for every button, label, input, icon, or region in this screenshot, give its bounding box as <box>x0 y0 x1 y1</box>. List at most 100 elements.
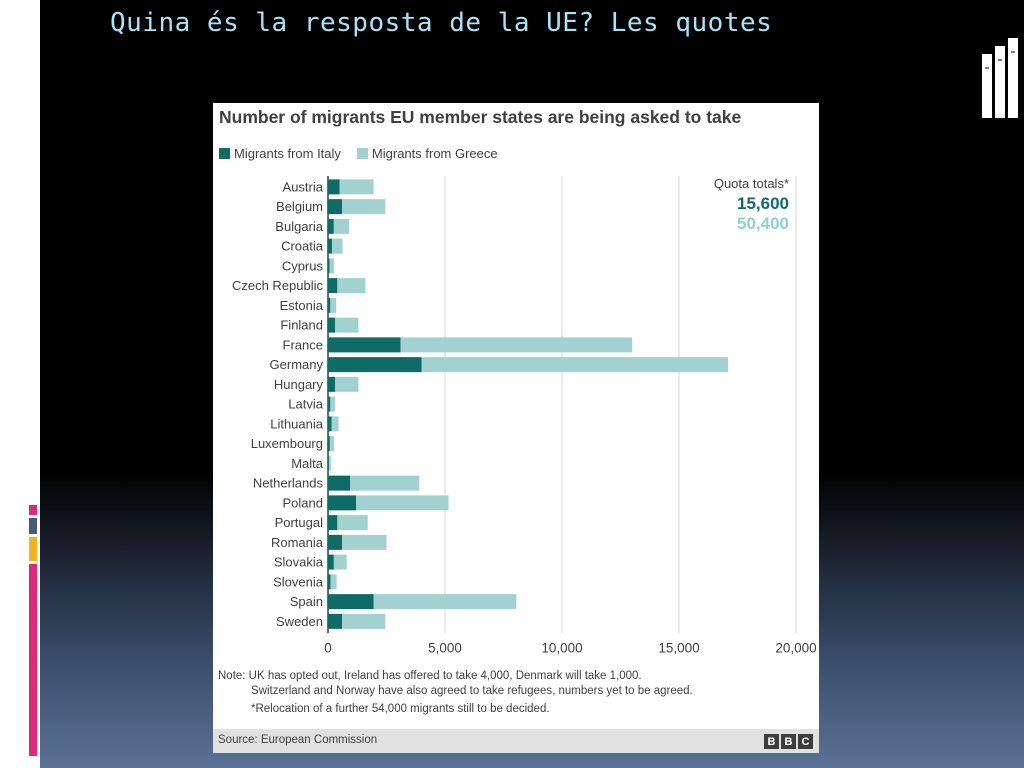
bar-greece <box>330 396 336 412</box>
category-label: Belgium <box>276 199 323 214</box>
category-label: Malta <box>291 456 324 471</box>
bar-italy <box>328 515 338 531</box>
bar-greece <box>337 278 366 294</box>
bar-italy <box>328 594 374 610</box>
quota-totals: Quota totals* 15,600 50,400 <box>714 176 789 234</box>
quota-greece-total: 50,400 <box>737 214 789 233</box>
bar-greece <box>342 534 387 550</box>
bar-greece <box>328 455 331 471</box>
category-label: Czech Republic <box>232 278 324 293</box>
logo-letter: C <box>798 734 813 749</box>
bar-greece <box>400 337 633 353</box>
bar-greece <box>373 594 517 610</box>
bar-greece <box>421 357 729 373</box>
bar-greece <box>342 613 386 629</box>
legend-label-greece: Migrants from Greece <box>371 146 498 161</box>
x-tick-label: 5,000 <box>428 640 462 655</box>
bar-italy <box>328 199 343 215</box>
category-label: Luxembourg <box>251 436 323 451</box>
category-label: Latvia <box>288 397 323 412</box>
bar-greece <box>350 475 420 491</box>
category-label: Slovakia <box>274 555 324 570</box>
chart-title: Number of migrants EU member states are … <box>219 107 742 127</box>
bar-italy <box>328 436 330 452</box>
bar-italy <box>328 475 351 491</box>
category-label: Lithuania <box>270 416 324 431</box>
quota-label: Quota totals* <box>713 176 789 191</box>
bar-greece <box>339 179 374 195</box>
bar-italy <box>328 297 331 313</box>
bar-italy <box>328 534 343 550</box>
bar-italy <box>328 179 340 195</box>
logo-letter: B <box>781 734 796 749</box>
bar-greece <box>330 297 337 313</box>
bar-italy <box>328 455 329 471</box>
bar-greece <box>329 436 335 452</box>
bar-greece <box>330 574 337 590</box>
slide-title: Quina és la resposta de la UE? Les quote… <box>110 8 773 38</box>
accent-bar-slate <box>29 518 37 534</box>
category-label: Bulgaria <box>275 219 323 234</box>
bar-italy <box>328 495 357 511</box>
x-tick-label: 10,000 <box>541 640 582 655</box>
bar-greece <box>337 515 368 531</box>
legend-swatch-italy <box>219 148 230 159</box>
category-label: Finland <box>280 318 323 333</box>
accent-bar-pink-long <box>29 564 37 756</box>
category-label: Austria <box>283 179 324 194</box>
category-label: Netherlands <box>253 476 324 491</box>
bar-italy <box>328 416 332 432</box>
bar-italy <box>328 357 422 373</box>
bar-greece <box>331 416 339 432</box>
bbc-logo: B B C <box>764 734 813 749</box>
bar-italy <box>328 613 343 629</box>
note-line-1: Note: UK has opted out, Ireland has offe… <box>218 670 642 682</box>
accent-bar-pink <box>29 505 37 515</box>
category-label: Cyprus <box>282 258 324 273</box>
bar-greece <box>329 258 334 274</box>
bar-greece <box>335 317 359 333</box>
category-label: Slovenia <box>273 574 324 589</box>
category-label: Sweden <box>276 614 323 629</box>
logo-letter: B <box>764 734 779 749</box>
bar-italy <box>328 376 336 392</box>
x-tick-label: 20,000 <box>775 640 816 655</box>
bar-greece <box>331 238 343 254</box>
chart-legend: Migrants from Italy Migrants from Greece <box>219 146 498 161</box>
bar-greece <box>342 199 386 215</box>
note-line-3: *Relocation of a further 54,000 migrants… <box>251 703 550 715</box>
bar-italy <box>328 218 334 234</box>
category-label: Portugal <box>275 515 324 530</box>
bar-italy <box>328 258 330 274</box>
category-label: Poland <box>283 495 323 510</box>
bar-greece <box>333 218 350 234</box>
legend-item-greece: Migrants from Greece <box>356 146 498 161</box>
bar-italy <box>328 554 334 570</box>
chart-footer: Source: European Commission B B C <box>213 729 819 753</box>
bar-greece <box>335 376 359 392</box>
source-credit: Source: European Commission <box>218 734 378 746</box>
x-tick-label: 0 <box>324 640 332 655</box>
bar-italy <box>328 317 336 333</box>
category-label: Germany <box>270 357 324 372</box>
bar-italy <box>328 396 331 412</box>
bar-italy <box>328 337 401 353</box>
category-label: Hungary <box>274 377 324 392</box>
category-label: Romania <box>271 535 324 550</box>
bar-greece <box>333 554 347 570</box>
quota-italy-total: 15,600 <box>737 194 789 213</box>
legend-item-italy: Migrants from Italy <box>219 146 341 161</box>
legend-swatch-greece <box>356 148 368 159</box>
category-label: Estonia <box>280 298 324 313</box>
category-label: France <box>283 337 323 352</box>
chart-panel: Number of migrants EU member states are … <box>213 103 819 753</box>
note-line-2: Switzerland and Norway have also agreed … <box>251 685 693 697</box>
bar-italy <box>328 574 331 590</box>
category-label: Croatia <box>281 239 324 254</box>
bar-italy <box>328 238 332 254</box>
bar-italy <box>328 278 338 294</box>
accent-bar-yellow <box>29 537 37 561</box>
x-tick-label: 15,000 <box>658 640 699 655</box>
legend-label-italy: Migrants from Italy <box>234 146 341 161</box>
category-label: Spain <box>290 594 323 609</box>
